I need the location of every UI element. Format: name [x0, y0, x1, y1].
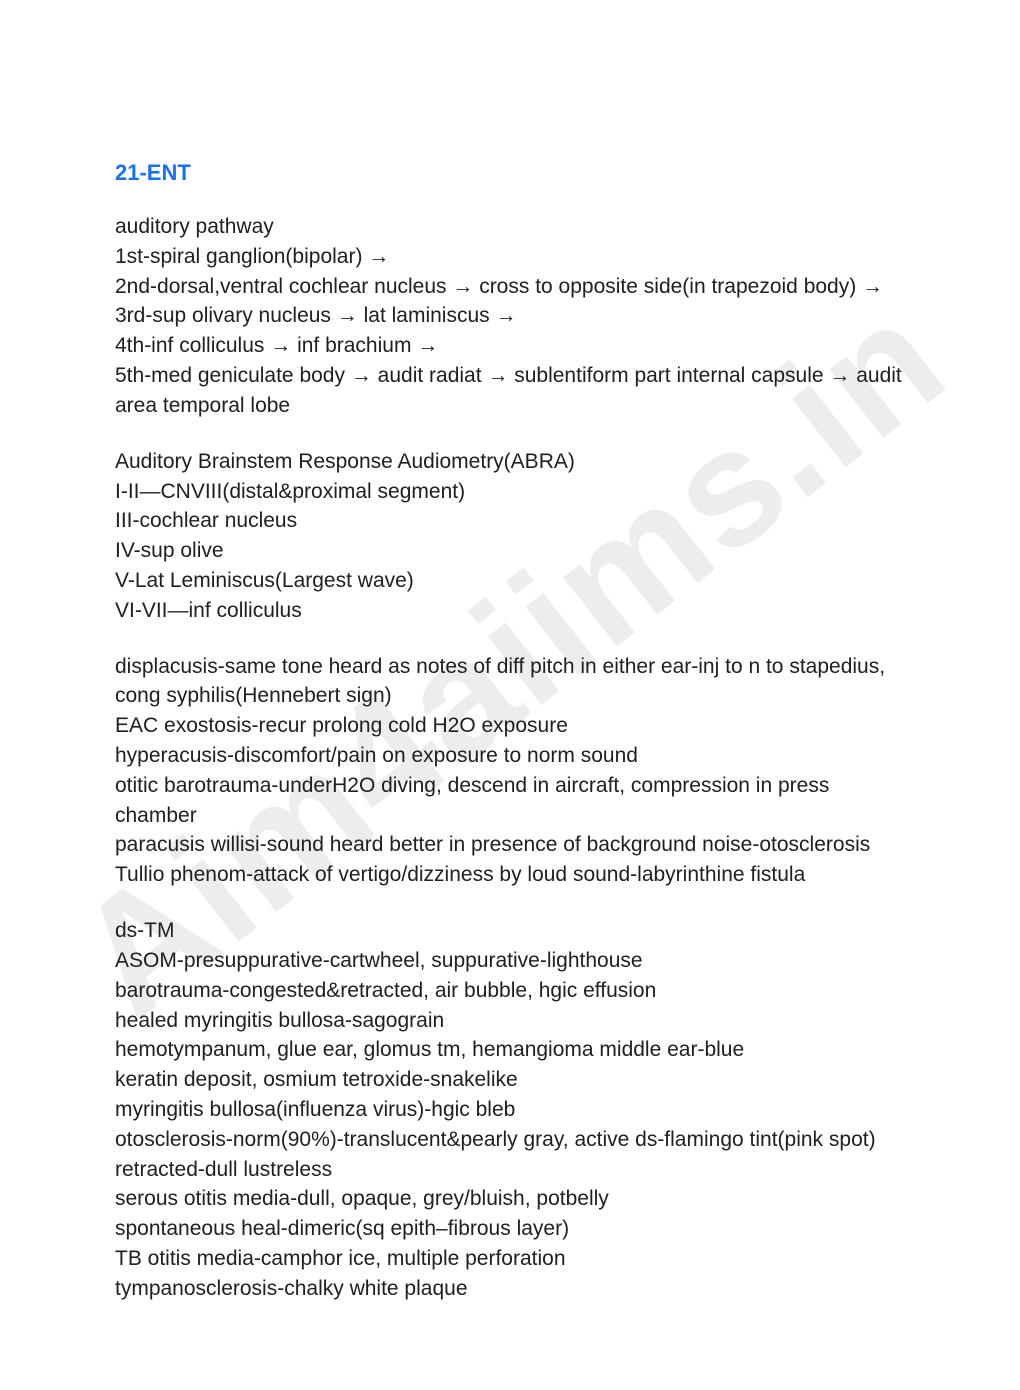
text-line: TB otitis media-camphor ice, multiple pe…: [115, 1244, 910, 1274]
text-line: ASOM-presuppurative-cartwheel, suppurati…: [115, 946, 910, 976]
text-line: EAC exostosis-recur prolong cold H2O exp…: [115, 711, 910, 741]
text-line: otosclerosis-norm(90%)-translucent&pearl…: [115, 1125, 910, 1155]
text-line: spontaneous heal-dimeric(sq epith–fibrou…: [115, 1214, 910, 1244]
text-line: retracted-dull lustreless: [115, 1155, 910, 1185]
text-line: healed myringitis bullosa-sagograin: [115, 1006, 910, 1036]
text-line: serous otitis media-dull, opaque, grey/b…: [115, 1184, 910, 1214]
block-ds-tm: ds-TM ASOM-presuppurative-cartwheel, sup…: [115, 916, 910, 1304]
text-line: myringitis bullosa(influenza virus)-hgic…: [115, 1095, 910, 1125]
text-line: III-cochlear nucleus: [115, 506, 910, 536]
text-line: auditory pathway: [115, 212, 910, 242]
text-line: 4th-inf colliculus → inf brachium →: [115, 331, 910, 361]
block-auditory-pathway: auditory pathway 1st-spiral ganglion(bip…: [115, 212, 910, 421]
block-terms: displacusis-same tone heard as notes of …: [115, 652, 910, 891]
text-line: barotrauma-congested&retracted, air bubb…: [115, 976, 910, 1006]
text-line: Auditory Brainstem Response Audiometry(A…: [115, 447, 910, 477]
text-line: hyperacusis-discomfort/pain on exposure …: [115, 741, 910, 771]
text-line: Tullio phenom-attack of vertigo/dizzines…: [115, 860, 910, 890]
text-line: keratin deposit, osmium tetroxide-snakel…: [115, 1065, 910, 1095]
text-line: V-Lat Leminiscus(Largest wave): [115, 566, 910, 596]
document-title: 21-ENT: [115, 160, 910, 186]
text-line: otitic barotrauma-underH2O diving, desce…: [115, 771, 910, 831]
text-line: 1st-spiral ganglion(bipolar) →: [115, 242, 910, 272]
page-content: 21-ENT auditory pathway 1st-spiral gangl…: [0, 0, 1020, 1390]
text-line: hemotympanum, glue ear, glomus tm, heman…: [115, 1035, 910, 1065]
text-line: displacusis-same tone heard as notes of …: [115, 652, 910, 712]
text-line: 2nd-dorsal,ventral cochlear nucleus → cr…: [115, 272, 910, 302]
text-line: 3rd-sup olivary nucleus → lat laminiscus…: [115, 301, 910, 331]
block-abra: Auditory Brainstem Response Audiometry(A…: [115, 447, 910, 626]
text-line: paracusis willisi-sound heard better in …: [115, 830, 910, 860]
text-line: tympanosclerosis-chalky white plaque: [115, 1274, 910, 1304]
text-line: 5th-med geniculate body → audit radiat →…: [115, 361, 910, 421]
text-line: IV-sup olive: [115, 536, 910, 566]
text-line: ds-TM: [115, 916, 910, 946]
text-line: I-II—CNVIII(distal&proximal segment): [115, 477, 910, 507]
text-line: VI-VII—inf colliculus: [115, 596, 910, 626]
